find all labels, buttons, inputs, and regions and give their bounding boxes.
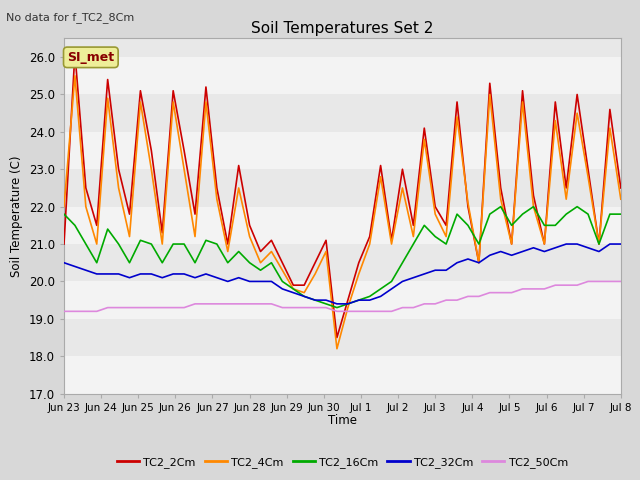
Text: SI_met: SI_met (67, 51, 115, 64)
Title: Soil Temperatures Set 2: Soil Temperatures Set 2 (252, 21, 433, 36)
Bar (64, 356, 621, 394)
Bar (64, 132, 621, 169)
Bar (64, 57, 621, 95)
X-axis label: Time: Time (328, 414, 357, 427)
Bar (64, 207, 621, 244)
Y-axis label: Soil Temperature (C): Soil Temperature (C) (10, 155, 23, 277)
Legend: TC2_2Cm, TC2_4Cm, TC2_16Cm, TC2_32Cm, TC2_50Cm: TC2_2Cm, TC2_4Cm, TC2_16Cm, TC2_32Cm, TC… (112, 453, 573, 472)
Bar (64, 281, 621, 319)
Text: No data for f_TC2_8Cm: No data for f_TC2_8Cm (6, 12, 134, 23)
